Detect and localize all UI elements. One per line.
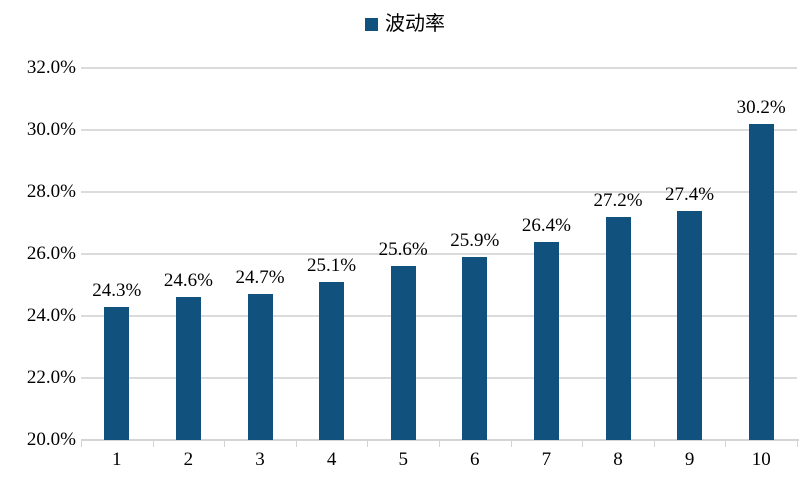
x-axis-label: 5 <box>398 449 408 470</box>
x-axis-tick <box>797 441 798 447</box>
y-axis-label: 22.0% <box>26 367 76 388</box>
x-axis-tick <box>367 441 369 447</box>
y-axis-label: 30.0% <box>26 119 76 140</box>
legend-label: 波动率 <box>385 13 445 35</box>
bar-value-label: 27.2% <box>593 189 643 211</box>
x-axis-label: 9 <box>684 449 695 470</box>
bar <box>319 281 345 440</box>
y-axis-label: 24.0% <box>26 305 76 326</box>
x-axis-label: 10 <box>751 449 771 470</box>
x-axis-tick <box>439 441 440 447</box>
bar <box>605 216 631 440</box>
x-axis-tick <box>152 441 154 447</box>
bar-value-label: 25.9% <box>450 230 500 252</box>
bar <box>748 123 774 440</box>
x-axis-tick <box>582 441 584 447</box>
legend-marker-icon <box>365 17 378 31</box>
bar <box>462 257 488 440</box>
gridline <box>81 67 797 69</box>
x-axis-label: 3 <box>255 449 265 470</box>
y-axis-label: 28.0% <box>26 181 76 202</box>
bar <box>533 241 559 440</box>
x-axis-label: 4 <box>326 449 337 470</box>
gridline <box>81 315 797 317</box>
x-axis-tick <box>725 441 727 447</box>
bar-value-label: 24.7% <box>235 267 285 289</box>
y-axis-label: 32.0% <box>26 57 76 78</box>
y-axis-label: 26.0% <box>26 243 76 264</box>
gridline <box>81 377 797 379</box>
bar <box>247 294 273 440</box>
bar <box>390 266 416 440</box>
bar-value-label: 26.4% <box>521 214 571 236</box>
x-axis-label: 2 <box>183 449 194 470</box>
x-axis-line <box>81 439 799 441</box>
bar <box>677 210 703 440</box>
y-axis-label: 20.0% <box>26 429 76 450</box>
gridline <box>81 191 797 193</box>
gridline <box>81 253 797 255</box>
bar-value-label: 30.2% <box>736 96 786 118</box>
x-axis-tick <box>510 441 512 447</box>
x-axis-label: 6 <box>470 449 480 470</box>
x-axis-tick <box>224 441 226 447</box>
x-axis-tick <box>81 441 82 447</box>
x-axis-tick <box>653 441 655 447</box>
gridline <box>81 129 797 131</box>
x-axis-label: 1 <box>112 449 122 470</box>
bar-value-label: 25.6% <box>378 239 428 261</box>
bar-value-label: 25.1% <box>307 254 357 276</box>
x-axis-label: 8 <box>613 449 623 470</box>
bar-value-label: 24.3% <box>92 279 142 301</box>
bar <box>104 306 130 440</box>
bar <box>175 297 201 440</box>
bar-value-label: 24.6% <box>163 270 213 292</box>
bar-value-label: 27.4% <box>665 183 715 205</box>
legend: 波动率 <box>0 14 810 34</box>
x-axis-tick <box>295 441 297 447</box>
x-axis-label: 7 <box>541 449 552 470</box>
